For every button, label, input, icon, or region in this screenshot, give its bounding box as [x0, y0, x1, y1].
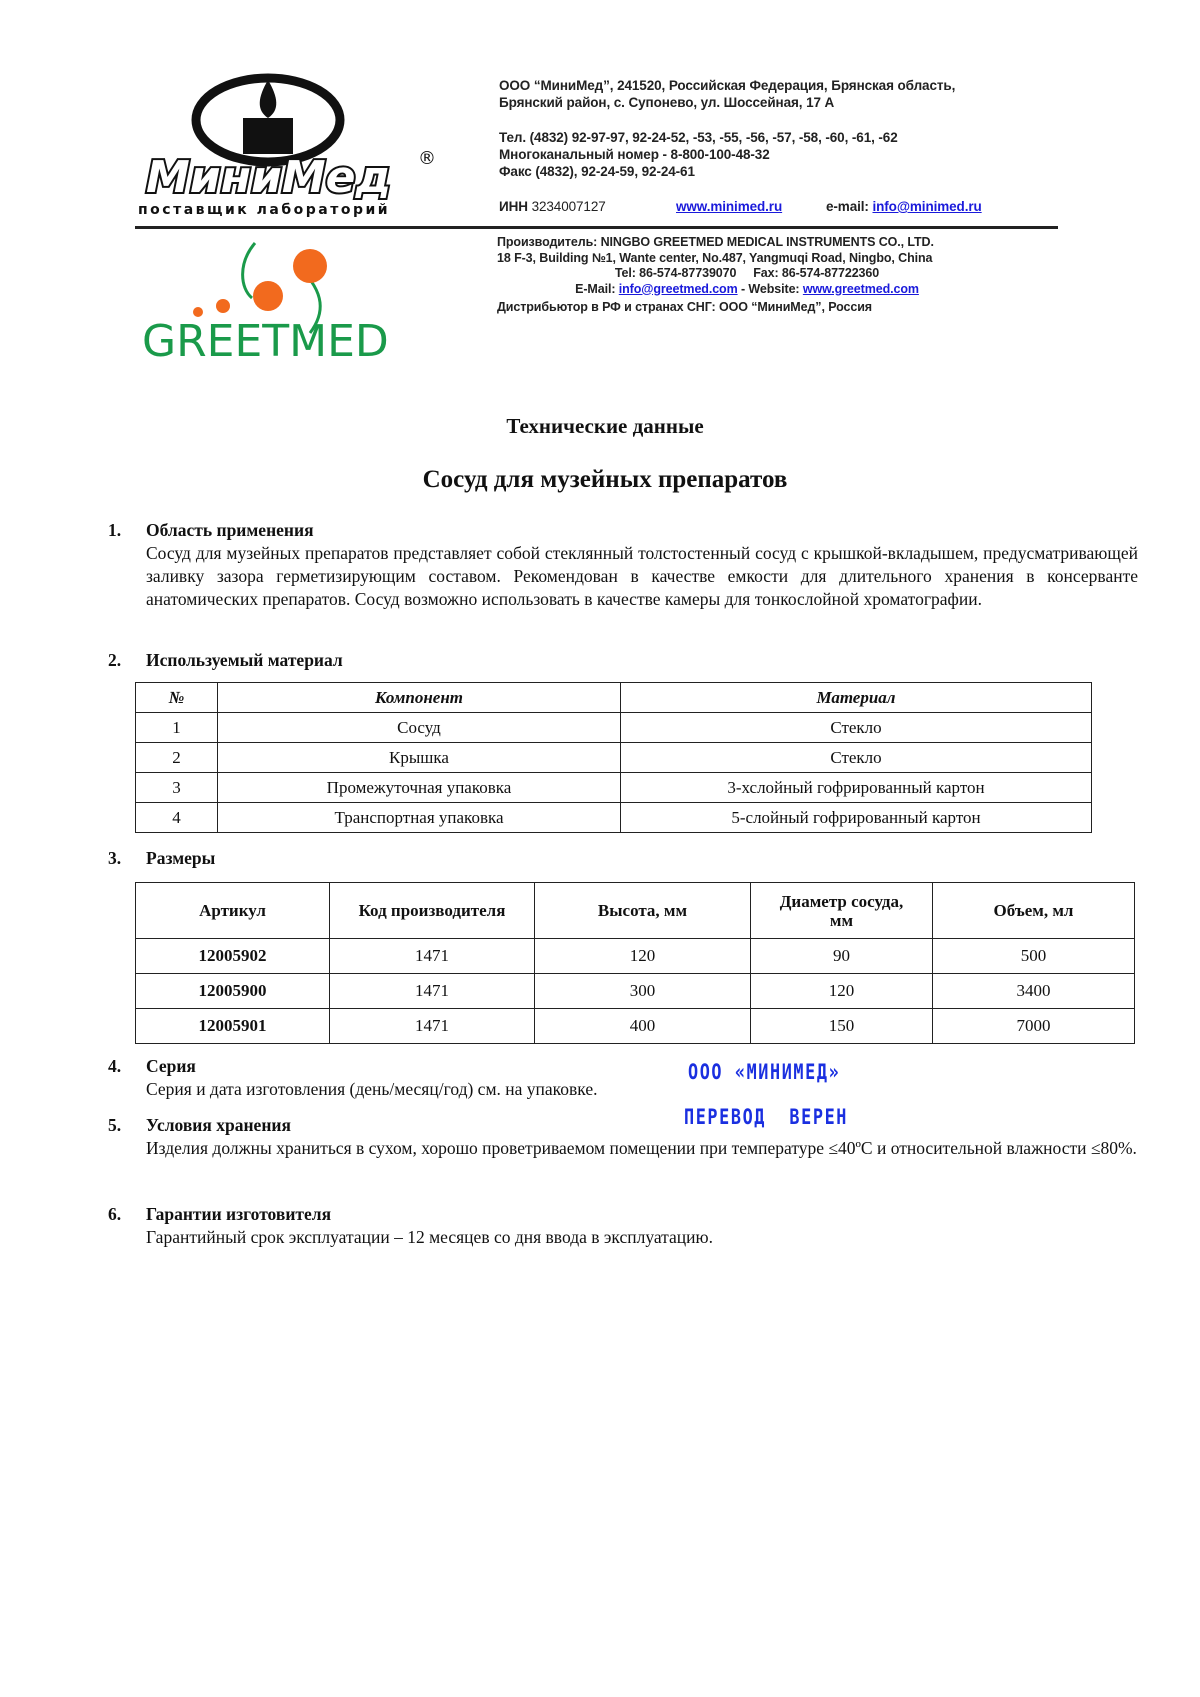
- dimensions-table: Артикул Код производителя Высота, мм Диа…: [135, 882, 1135, 1044]
- column-header: Материал: [620, 682, 1092, 713]
- svg-text:МиниМед: МиниМед: [146, 152, 391, 203]
- section-title: Размеры: [146, 848, 216, 868]
- header-divider: [135, 226, 1058, 229]
- column-header: Код производителя: [329, 882, 535, 939]
- fax-line: Факс (4832), 92-24-59, 92-24-61: [499, 164, 695, 179]
- section-title: Условия хранения: [146, 1115, 291, 1135]
- section-title: Гарантии изготовителя: [146, 1204, 332, 1224]
- cell: 1471: [329, 1008, 535, 1044]
- address-line: ООО “МиниМед”, 241520, Российская Федера…: [499, 78, 956, 93]
- section-title: Область применения: [146, 520, 314, 540]
- cell: 2: [135, 742, 218, 773]
- table-row: 12005901 1471 400 150 7000: [135, 1008, 1135, 1044]
- email-link[interactable]: info@minimed.ru: [872, 199, 982, 214]
- section-text: Серия и дата изготовления (день/месяц/го…: [146, 1079, 598, 1099]
- cell: 3400: [932, 973, 1135, 1009]
- cell: 120: [750, 973, 933, 1009]
- cell: 3-хслойный гофрированный картон: [620, 772, 1092, 803]
- greetmed-logo: GREETMED: [140, 238, 410, 367]
- table-row: 12005900 1471 300 120 3400: [135, 973, 1135, 1009]
- doc-title: Технические данные: [506, 414, 704, 438]
- section-materials: 2. Используемый материал: [108, 649, 343, 672]
- mfr-website-link[interactable]: www.greetmed.com: [802, 281, 919, 296]
- section-application: 1. Область применения Сосуд для музейных …: [108, 519, 1138, 611]
- address-line: Брянский район, с. Супонево, ул. Шоссейн…: [499, 95, 835, 110]
- svg-text:®: ®: [418, 148, 436, 169]
- distributor-line: Дистрибьютор в РФ и странах СНГ: ООО “Ми…: [497, 300, 872, 314]
- table-row: 2 Крышка Стекло: [135, 742, 1092, 773]
- cell: 7000: [932, 1008, 1135, 1044]
- mfr-email-label: E-Mail:: [575, 281, 616, 296]
- column-header: Объем, мл: [932, 882, 1135, 939]
- section-text: Гарантийный срок эксплуатации – 12 месяц…: [146, 1227, 713, 1247]
- svg-text:поставщик лабораторий: поставщик лабораторий: [138, 202, 390, 218]
- manufacturer-line: Производитель: NINGBO GREETMED MEDICAL I…: [497, 235, 934, 249]
- cell: Промежуточная упаковка: [217, 772, 621, 803]
- cell: 4: [135, 802, 218, 833]
- section-number: 6.: [108, 1204, 122, 1224]
- cell: Транспортная упаковка: [217, 802, 621, 833]
- email-label: e-mail:: [826, 199, 869, 214]
- manufacturer-line: Tel: 86-574-87739070 Fax: 86-574-8772236…: [614, 266, 880, 280]
- column-header: Диаметр сосуда, мм: [750, 882, 933, 939]
- cell: 12005901: [135, 1008, 330, 1044]
- stamp-line: ПЕРЕВОД ВЕРЕН: [684, 1105, 849, 1129]
- table-row: 4 Транспортная упаковка 5-слойный гофриров…: [135, 802, 1092, 833]
- cell: 500: [932, 938, 1135, 974]
- table-header-row: № Компонент Материал: [135, 682, 1092, 713]
- table-header-row: Артикул Код производителя Высота, мм Диа…: [135, 882, 1135, 939]
- website-link[interactable]: www.minimed.ru: [676, 199, 783, 214]
- cell: 1471: [329, 938, 535, 974]
- section-series: 4. Серия Серия и дата изготовления (день/…: [108, 1055, 598, 1101]
- cell: 1471: [329, 973, 535, 1009]
- section-text: Сосуд для музейных препаратов представля…: [146, 543, 1138, 609]
- svg-text:GREETMED: GREETMED: [142, 316, 389, 363]
- cell: 12005900: [135, 973, 330, 1009]
- section-warranty: 6. Гарантии изготовителя Гарантийный срок…: [108, 1203, 713, 1249]
- mfr-website-label: - Website:: [740, 281, 800, 296]
- section-number: 4.: [108, 1056, 122, 1076]
- cell: 3: [135, 772, 218, 803]
- materials-table: № Компонент Материал 1 Сосуд Стекло 2 Крышк…: [135, 682, 1092, 833]
- section-number: 1.: [108, 520, 122, 540]
- minimed-logo: МиниМед ® поставщик лабораторий: [138, 72, 438, 222]
- section-dimensions: 3. Размеры: [108, 847, 215, 870]
- section-number: 2.: [108, 650, 122, 670]
- section-title: Серия: [146, 1056, 196, 1076]
- section-number: 3.: [108, 848, 122, 868]
- stamp-line: ООО «МИНИМЕД»: [688, 1060, 841, 1084]
- cell: Стекло: [620, 742, 1092, 773]
- table-row: 12005902 1471 120 90 500: [135, 938, 1135, 974]
- phone-line: Тел. (4832) 92-97-97, 92-24-52, -53, -55…: [499, 130, 898, 145]
- product-title: Сосуд для музейных препаратов: [422, 466, 788, 493]
- section-number: 5.: [108, 1115, 122, 1135]
- cell: 300: [534, 973, 751, 1009]
- section-title: Используемый материал: [146, 650, 343, 670]
- inn-label: ИНН: [499, 199, 528, 214]
- table-row: 3 Промежуточная упаковка 3-хслойный гофрир…: [135, 772, 1092, 803]
- phone-line: Многоканальный номер - 8-800-100-48-32: [499, 147, 770, 162]
- cell: Сосуд: [217, 712, 621, 743]
- column-header: Артикул: [135, 882, 330, 939]
- section-text: Изделия должны храниться в сухом, хорошо…: [146, 1138, 1137, 1158]
- manufacturer-line: 18 F-3, Building №1, Wante center, No.48…: [497, 250, 933, 265]
- cell: 400: [534, 1008, 751, 1044]
- cell: 120: [534, 938, 751, 974]
- cell: 5-слойный гофрированный картон: [620, 802, 1092, 833]
- section-storage: 5. Условия хранения Изделия должны хранит…: [108, 1114, 1138, 1160]
- cell: 150: [750, 1008, 933, 1044]
- cell: Крышка: [217, 742, 621, 773]
- inn-value: 3234007127: [531, 199, 606, 214]
- column-header: №: [135, 682, 218, 713]
- cell: 12005902: [135, 938, 330, 974]
- mfr-email-link[interactable]: info@greetmed.com: [618, 281, 738, 296]
- column-header: Компонент: [217, 682, 621, 713]
- cell: Стекло: [620, 712, 1092, 743]
- cell: 90: [750, 938, 933, 974]
- column-header: Высота, мм: [534, 882, 751, 939]
- cell: 1: [135, 712, 218, 743]
- table-row: 1 Сосуд Стекло: [135, 712, 1092, 743]
